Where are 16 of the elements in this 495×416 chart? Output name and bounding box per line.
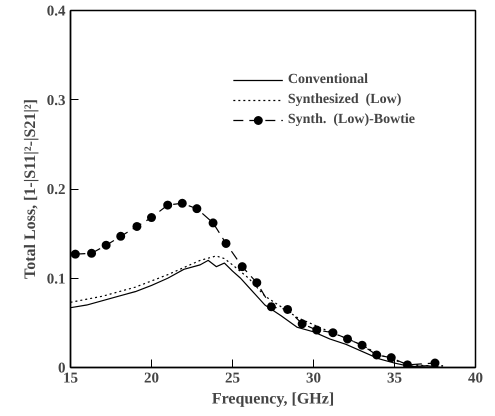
y-tick-label: 0 <box>58 360 66 376</box>
y-tick-label: 0.4 <box>46 4 66 20</box>
legend-label: Synthesized (Low) <box>288 92 402 108</box>
y-tick-label: 0.1 <box>46 271 66 288</box>
legend-label: Conventional <box>288 72 368 88</box>
y-axis-title: Total Loss, [1-|S11|²-|S21|²] <box>22 98 39 280</box>
x-tick-label: 20 <box>144 370 159 386</box>
y-tick-label: 0.3 <box>46 92 66 109</box>
x-tick-label: 30 <box>306 370 321 386</box>
x-tick-label: 25 <box>225 370 240 386</box>
legend-label: Synth. (Low)-Bowtie <box>288 112 415 128</box>
x-axis-title: Frequency, [GHz] <box>212 390 334 408</box>
x-tick-label: 15 <box>63 370 78 386</box>
y-tick-label: 0.2 <box>46 182 66 198</box>
x-tick-label: 40 <box>468 370 483 386</box>
x-tick-label: 35 <box>387 370 402 386</box>
